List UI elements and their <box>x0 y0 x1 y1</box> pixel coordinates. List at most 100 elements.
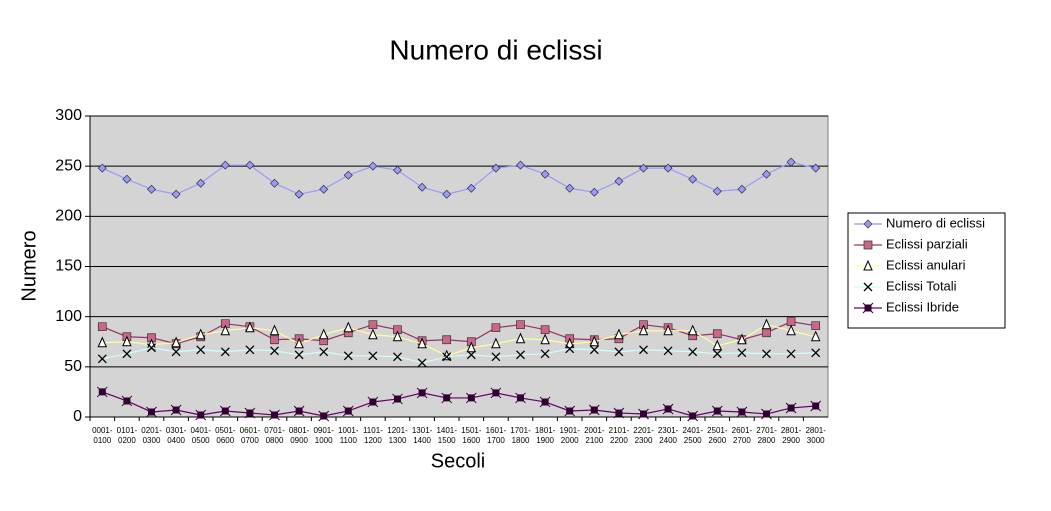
data-point <box>171 336 181 348</box>
data-point <box>343 321 354 333</box>
data-point <box>368 161 378 171</box>
data-point <box>810 330 821 342</box>
legend-label: Eclissi anulari <box>886 257 966 272</box>
data-point <box>393 325 402 335</box>
series-line <box>102 161 816 195</box>
data-point <box>147 184 156 194</box>
data-point <box>515 332 526 344</box>
x-tick-label: 1101-1200 <box>363 426 383 445</box>
data-point <box>294 189 304 199</box>
data-point <box>196 178 206 188</box>
x-tick-label: 0701-0800 <box>264 426 285 445</box>
data-point <box>368 351 378 361</box>
data-point <box>810 400 822 412</box>
data-point <box>392 393 403 405</box>
data-point <box>540 333 550 345</box>
x-tick-label: 0301-0400 <box>166 426 187 445</box>
x-tick-label: 0501-0600 <box>215 426 236 445</box>
x-tick-label: 0601-0700 <box>240 426 261 445</box>
data-point <box>393 165 402 175</box>
data-point <box>441 392 453 404</box>
data-point <box>220 319 230 329</box>
data-point <box>662 403 674 415</box>
x-tick-label: 0001-0100 <box>92 426 113 445</box>
data-point <box>540 349 550 359</box>
data-point <box>293 405 305 417</box>
data-point <box>269 324 280 336</box>
data-point <box>393 352 402 362</box>
y-tick-label: 200 <box>55 208 82 225</box>
data-point <box>639 163 648 173</box>
data-point <box>663 163 673 173</box>
data-point <box>639 345 648 355</box>
data-point <box>97 354 107 364</box>
x-tick-label: 1601-1700 <box>486 426 507 445</box>
data-point <box>491 163 501 173</box>
y-tick-label: 250 <box>55 157 82 174</box>
data-point <box>342 405 354 417</box>
x-tick-label: 2601-2700 <box>732 426 753 445</box>
data-point <box>294 337 304 349</box>
data-point <box>811 348 821 358</box>
series-line <box>102 391 816 417</box>
data-point <box>245 321 255 333</box>
x-axis-title: Secoli <box>431 450 485 472</box>
x-tick-label: 0101-0200 <box>117 426 138 445</box>
data-point <box>516 320 525 330</box>
data-point <box>491 337 501 349</box>
data-point <box>786 324 796 336</box>
data-point <box>319 184 329 194</box>
data-point <box>392 330 403 342</box>
data-point <box>220 324 231 336</box>
x-tick-label: 0801-0900 <box>289 426 310 445</box>
data-point <box>786 317 796 327</box>
x-tick-label: 0901-1000 <box>313 426 334 445</box>
data-point <box>97 322 107 332</box>
data-point <box>195 328 206 340</box>
y-tick-label: 150 <box>55 258 82 275</box>
data-point <box>170 404 182 416</box>
legend-marker <box>863 240 873 250</box>
data-point <box>737 333 747 345</box>
data-point <box>589 187 599 197</box>
data-point <box>491 352 501 362</box>
x-tick-label: 1001-1100 <box>338 426 359 445</box>
x-tick-label: 1801-1900 <box>535 426 556 445</box>
legend-label: Eclissi Ibride <box>886 299 959 314</box>
data-point <box>712 349 722 359</box>
data-point <box>687 324 698 336</box>
data-point <box>564 337 575 349</box>
data-point <box>97 336 108 348</box>
data-point <box>762 328 771 338</box>
data-point <box>171 347 181 357</box>
data-point <box>811 163 821 173</box>
data-point <box>368 328 378 340</box>
data-point <box>663 324 673 336</box>
data-point <box>614 328 624 340</box>
data-point <box>318 328 329 340</box>
data-point <box>712 186 722 196</box>
data-point <box>319 347 329 357</box>
data-point <box>318 410 330 422</box>
data-point <box>196 345 206 355</box>
data-point <box>121 395 133 407</box>
data-point <box>343 351 353 361</box>
data-point <box>565 344 575 354</box>
y-tick-label: 0 <box>73 408 82 425</box>
data-point <box>588 404 600 416</box>
data-point <box>516 350 525 360</box>
data-point <box>122 349 132 359</box>
data-point <box>786 349 796 359</box>
data-point <box>171 189 181 199</box>
data-point <box>614 176 624 186</box>
x-tick-label: 0401-0500 <box>190 426 211 445</box>
legend-label: Eclissi Totali <box>886 278 957 293</box>
x-tick-label: 1201-1300 <box>387 426 408 445</box>
x-tick-label: 1501-1600 <box>461 426 482 445</box>
data-point <box>761 408 772 420</box>
series-line <box>102 324 816 357</box>
series-line <box>102 347 816 364</box>
data-point <box>195 409 207 421</box>
legend-marker <box>863 259 873 271</box>
x-tick-label: 2301-2400 <box>658 426 679 445</box>
